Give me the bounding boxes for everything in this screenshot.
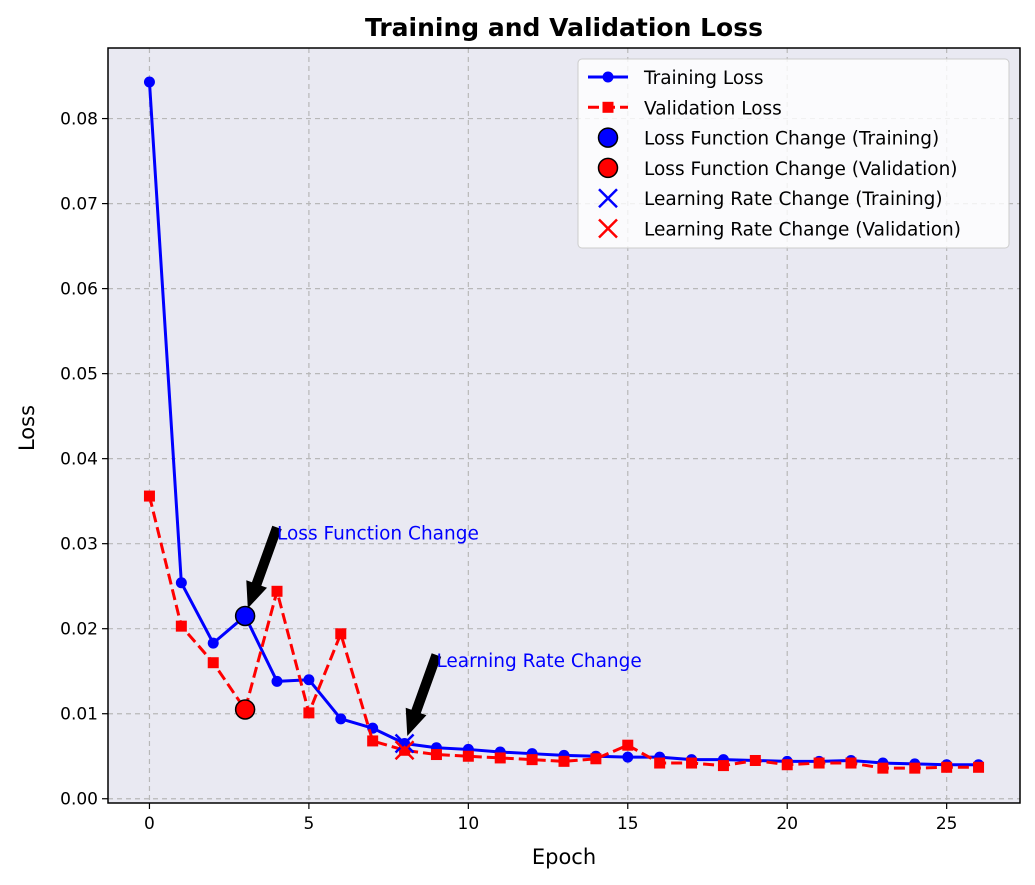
legend-label: Learning Rate Change (Training) [644,189,943,210]
validation-loss-point [749,754,761,766]
validation-loss-point [526,754,538,766]
training-loss-point [143,76,155,88]
legend-marker [598,188,618,209]
special-markers [234,605,415,761]
learning-rate-change-validation-marker [394,740,415,761]
legend-marker [602,71,614,83]
x-tick-label: 20 [776,814,798,834]
annotation-learning-rate-change: Learning Rate Change [405,651,642,736]
validation-loss-point [494,752,506,764]
legend-item: Training Loss [588,68,763,89]
x-tick-label: 5 [303,814,314,834]
legend-marker [602,101,614,113]
validation-loss-point [973,761,985,773]
validation-loss-point [686,757,698,769]
legend: Training Loss Validation Loss Loss Functio… [577,58,1010,249]
annotation-arrow [405,653,442,736]
validation-loss-point [717,760,729,772]
validation-loss-point [271,585,283,597]
training-loss-point [622,751,634,763]
legend-marker [598,218,618,239]
series-validation-loss [143,490,985,774]
loss-function-change-validation-marker [234,699,256,720]
training-loss-point [303,674,315,686]
y-tick-label: 0.08 [60,110,98,130]
legend-marker [597,157,619,179]
validation-loss-point [654,757,666,769]
legend-marker [597,127,619,148]
x-stroke [394,740,415,761]
validation-loss-point [622,739,634,751]
validation-loss-point [941,761,953,773]
loss-function-change-training-marker [234,605,256,627]
y-tick-label: 0.04 [60,450,98,470]
validation-loss-point [462,750,474,762]
y-tick-label: 0.06 [60,280,98,300]
legend-label: Learning Rate Change (Validation) [644,220,961,241]
y-tick-label: 0.01 [60,705,98,725]
legend-item: Validation Loss [588,98,782,119]
validation-loss-point [877,762,889,774]
validation-loss-point [813,757,825,769]
y-tick-label: 0.07 [60,195,98,215]
validation-loss-point [909,762,921,774]
x-stroke [394,733,415,754]
validation-loss-point [590,753,602,765]
legend-label: Validation Loss [644,98,782,119]
legend-box [577,58,1010,249]
chart-title: Training and Validation Loss [365,13,763,42]
x-tick-label: 10 [458,814,480,834]
validation-loss-point [303,707,315,719]
annotation-loss-function-change: Loss Function Change [246,523,479,609]
validation-loss-point [143,490,155,502]
x-tick-label: 15 [617,814,639,834]
axes-frame [107,47,1021,804]
validation-loss-point [781,759,793,771]
legend-label: Training Loss [643,68,763,89]
validation-loss-point [845,757,857,769]
annotation-arrow [246,525,282,609]
x-axis-label: Epoch [532,845,596,869]
learning-rate-change-training-marker [394,733,415,754]
validation-loss-point [335,628,347,640]
legend-label: Loss Function Change (Training) [644,129,939,150]
legend-item: Loss Function Change (Validation) [597,157,958,180]
y-tick-label: 0.02 [60,620,98,640]
x-tick-label: 25 [936,814,958,834]
validation-loss-line [147,495,979,770]
training-loss-point [207,637,219,649]
annotation-text: Loss Function Change [277,523,479,544]
legend-item: Loss Function Change (Training) [597,127,939,150]
training-loss-point [335,713,347,725]
validation-loss-point [207,657,219,669]
ticks: 0 5 10 15 20 25 0.00 0.01 0.02 0.03 0.04 0.05 0.06 0.… [60,110,957,834]
legend-label: Loss Function Change (Validation) [644,159,958,180]
legend-item: Learning Rate Change (Training) [598,188,943,210]
y-axis-label: Loss [15,405,39,451]
annotation-text: Learning Rate Change [436,651,641,672]
validation-loss-point [175,620,187,632]
y-tick-label: 0.03 [60,535,98,555]
validation-loss-point [430,749,442,761]
validation-loss-point [558,755,570,767]
y-tick-label: 0.05 [60,365,98,385]
legend-item: Learning Rate Change (Validation) [598,218,961,241]
x-tick-label: 0 [144,814,155,834]
training-loss-point [271,675,283,687]
validation-loss-point [367,735,379,747]
y-tick-label: 0.00 [60,790,98,810]
training-loss-point [175,577,187,589]
